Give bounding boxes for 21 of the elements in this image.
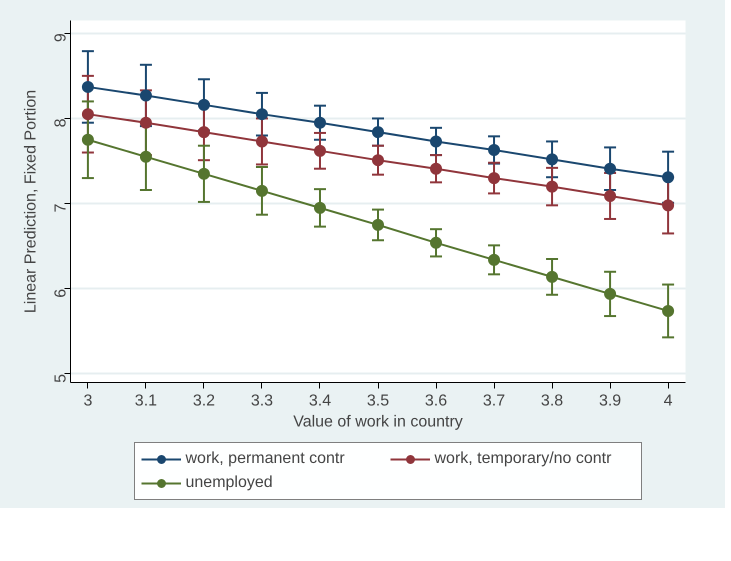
x-tick-label: 3.5 [366, 392, 390, 410]
y-tick-label: 6 [52, 288, 70, 298]
y-axis-title: Linear Prediction, Fixed Portion [22, 90, 40, 314]
y-tick-label: 5 [52, 374, 70, 383]
x-tick-label: 3 [83, 392, 92, 410]
x-tick-label: 4 [664, 392, 673, 410]
x-tick-label: 3.4 [308, 392, 332, 410]
x-tick-label: 3.6 [424, 392, 448, 410]
y-tick-label: 9 [52, 33, 70, 42]
x-tick-label: 3.8 [540, 392, 564, 410]
legend-label: work, permanent contr [186, 450, 346, 468]
x-tick-label: 3.2 [192, 392, 216, 410]
x-tick-label: 3.7 [482, 392, 506, 410]
y-tick-label: 8 [52, 118, 70, 128]
x-tick-label: 3.1 [134, 392, 158, 410]
x-tick-label: 3.3 [250, 392, 274, 410]
x-axis-title: Value of work in country [293, 414, 463, 430]
legend-label: unemployed [186, 474, 274, 492]
legend-label: work, temporary/no contr [434, 450, 612, 468]
x-tick-label: 3.9 [598, 392, 622, 410]
y-tick-label: 7 [52, 204, 70, 213]
